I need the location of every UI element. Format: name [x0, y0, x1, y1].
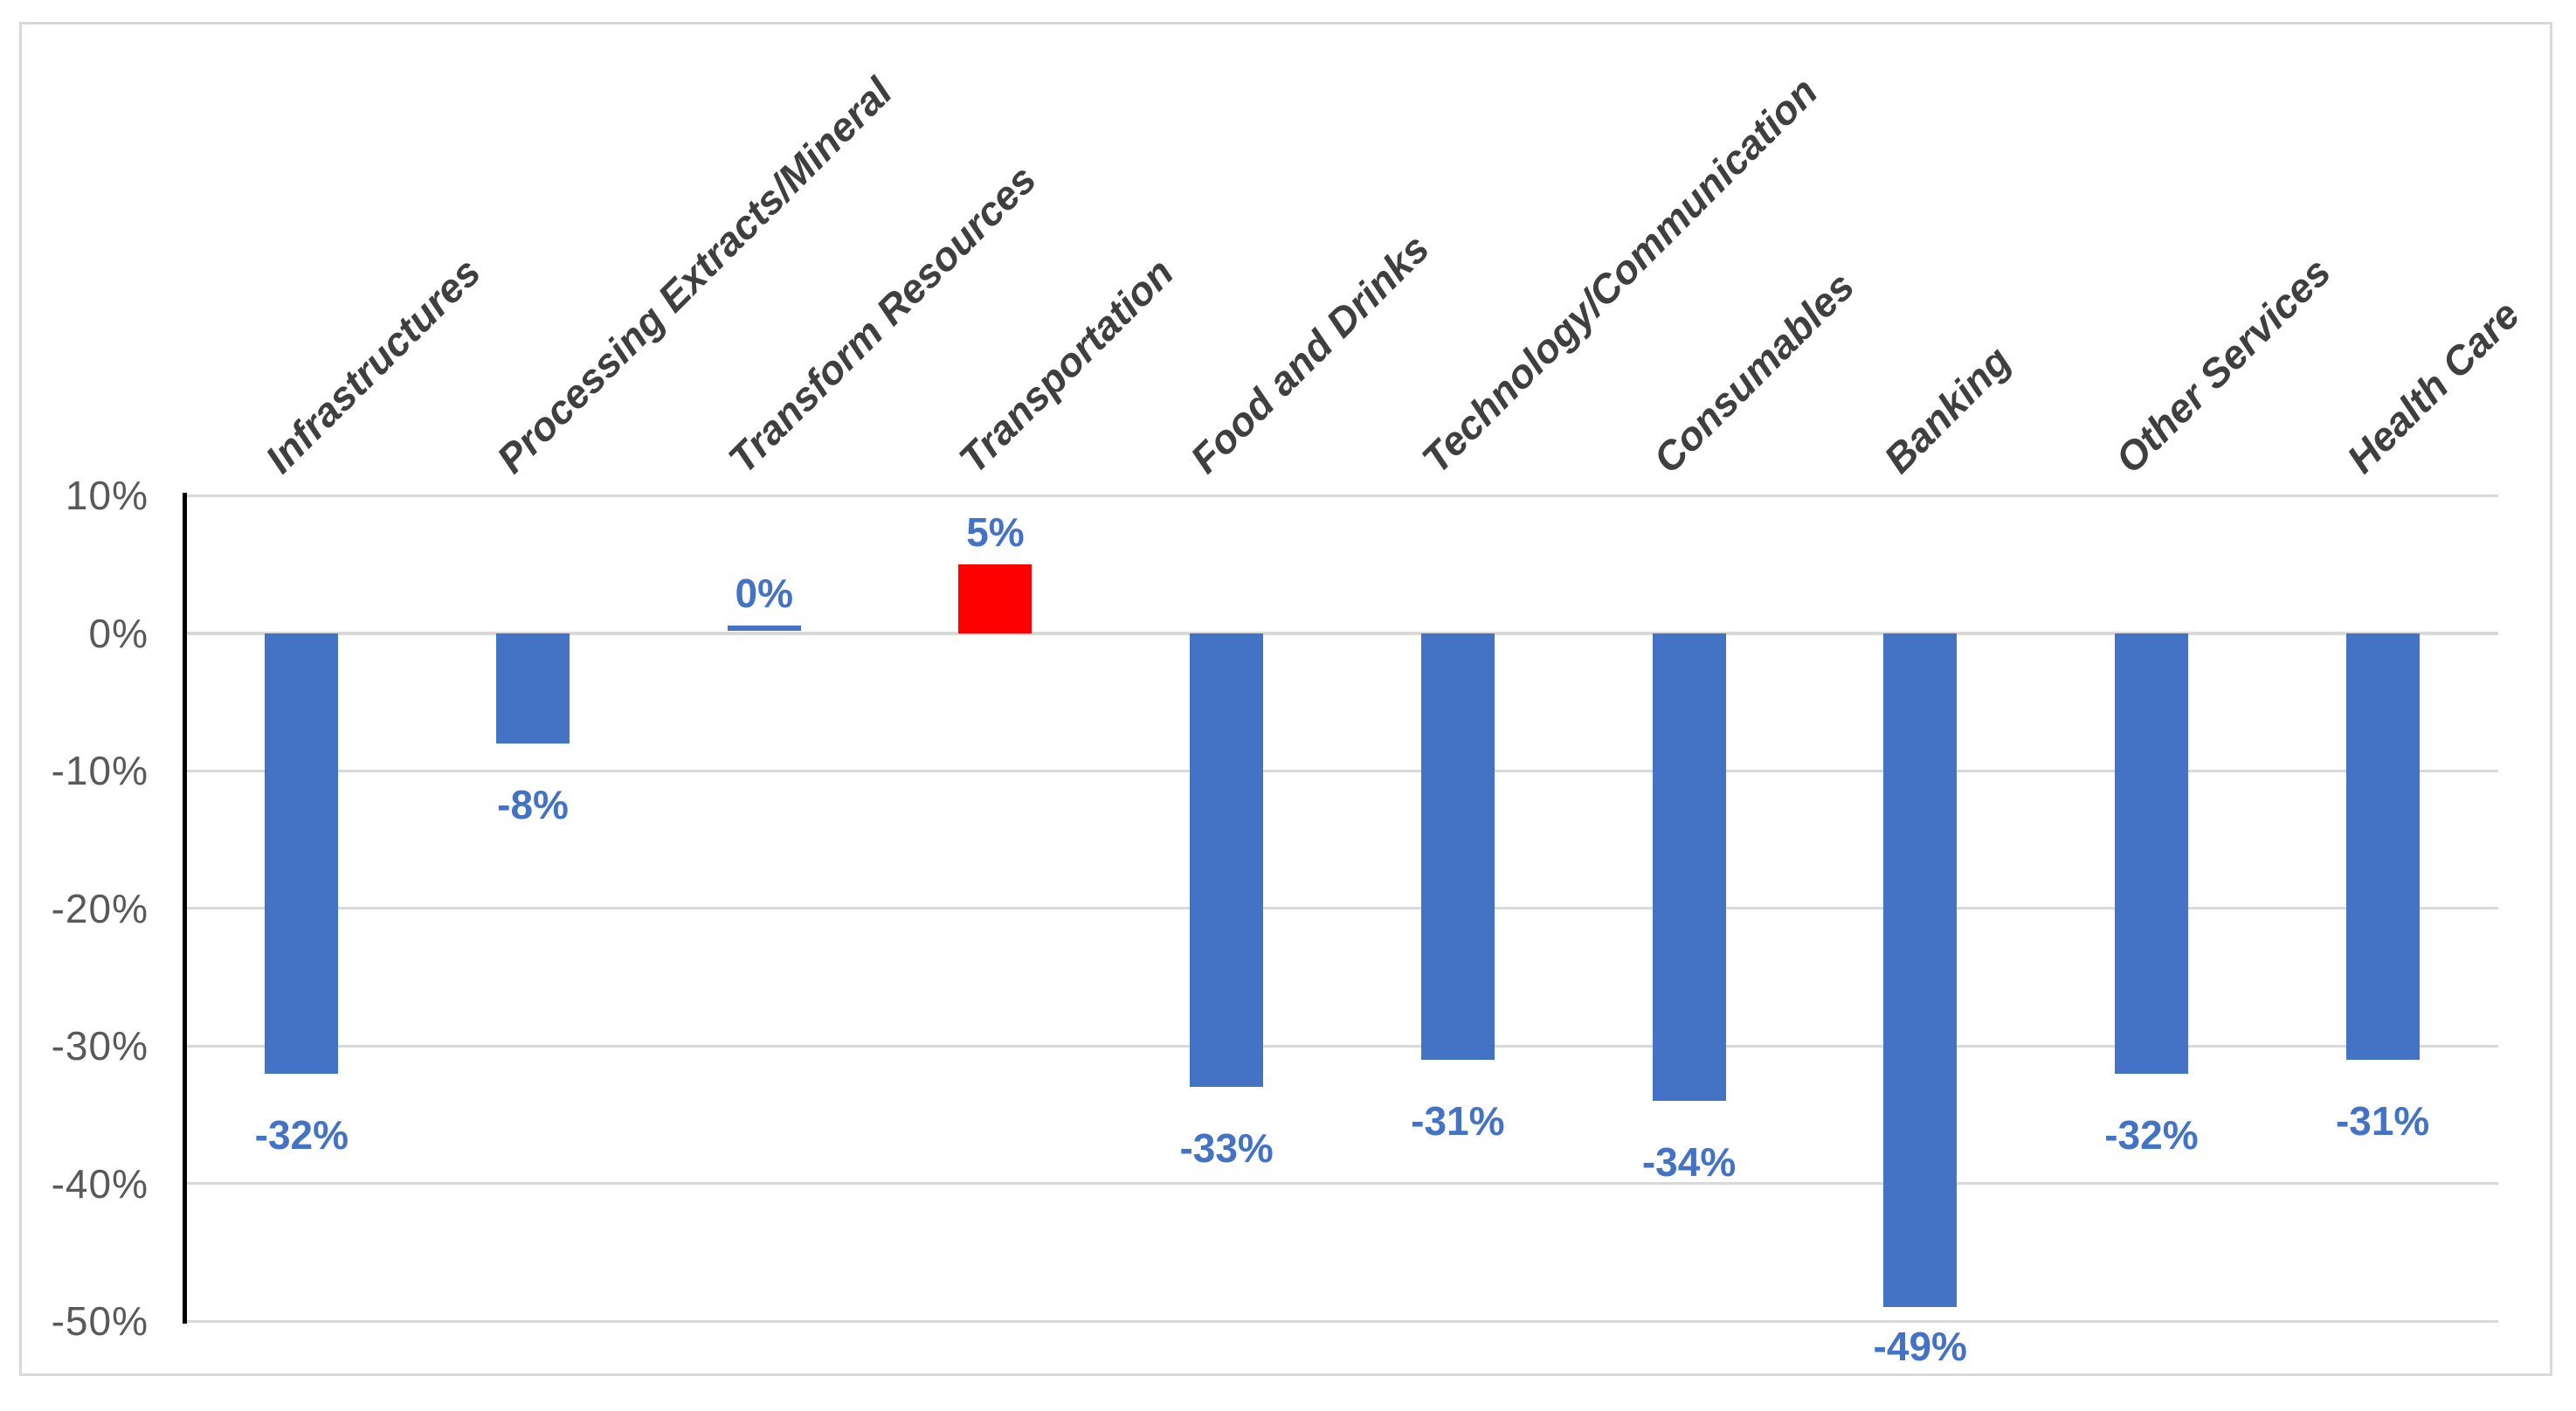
bar-banking	[1883, 633, 1958, 1308]
value-label-transportation: 5%	[966, 508, 1025, 555]
y-tick-label: -30%	[51, 1023, 148, 1069]
gridline-10pct	[186, 494, 2498, 497]
gridline--10pct	[186, 769, 2498, 772]
y-tick-label: -10%	[51, 748, 148, 793]
value-label-food-and-drinks: -33%	[1179, 1125, 1274, 1172]
bar-other-services	[2114, 633, 2188, 1074]
gridline--50pct	[186, 1319, 2498, 1323]
bar-processing-extracts-mineral	[496, 633, 570, 744]
value-label-infrastructures: -32%	[254, 1111, 349, 1158]
y-axis-line	[183, 493, 187, 1324]
bar-transportation	[958, 564, 1032, 633]
y-tick-label: -40%	[51, 1160, 148, 1207]
bar-infrastructures	[265, 633, 339, 1074]
y-tick-label: 10%	[65, 473, 148, 518]
gridline--30pct	[186, 1044, 2498, 1048]
gridline-0pct	[186, 631, 2498, 635]
bar-consumables	[1652, 633, 1726, 1101]
value-label-processing-extracts-mineral: -8%	[497, 781, 569, 827]
bar-health-care	[2345, 633, 2420, 1060]
value-label-other-services: -32%	[2104, 1111, 2199, 1158]
value-label-transform-resources: 0%	[735, 571, 793, 616]
y-tick-label: -20%	[51, 885, 148, 931]
value-label-technology-communication: -31%	[1411, 1097, 1505, 1144]
value-label-banking: -49%	[1873, 1324, 1967, 1369]
bar-food-and-drinks	[1190, 633, 1264, 1088]
y-tick-label: -50%	[51, 1298, 148, 1344]
value-label-consumables: -34%	[1641, 1139, 1737, 1185]
bar-technology-communication	[1420, 633, 1495, 1060]
gridline--20pct	[186, 907, 2498, 910]
gridline--40pct	[186, 1182, 2498, 1185]
y-tick-label: 0%	[88, 610, 148, 656]
bar-transform-resources	[727, 626, 801, 631]
value-label-health-care: -31%	[2335, 1097, 2430, 1144]
